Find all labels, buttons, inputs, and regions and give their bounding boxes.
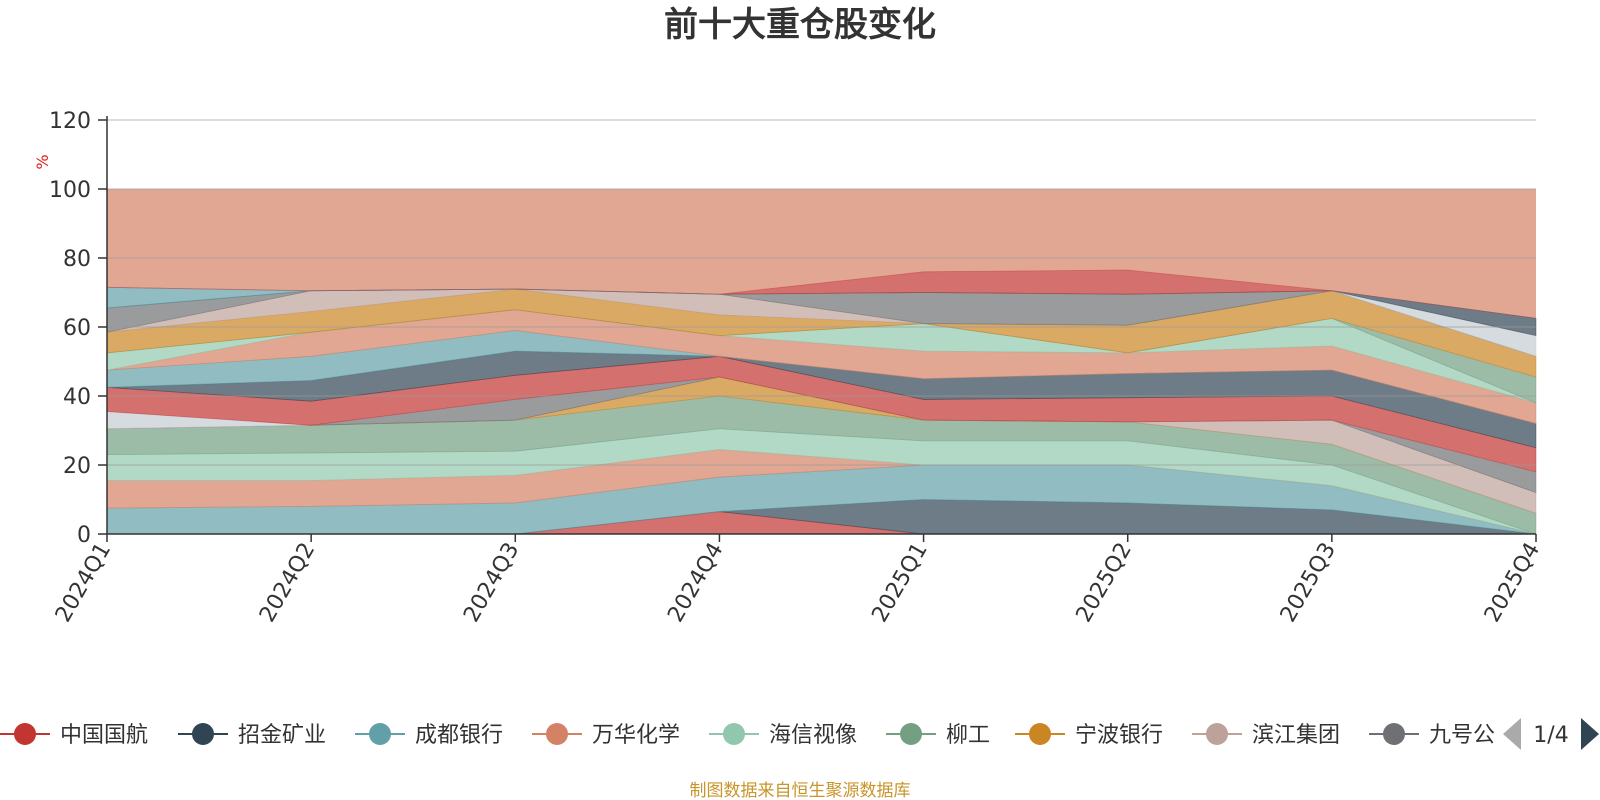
legend-next-icon[interactable] [1581, 718, 1599, 750]
x-tick-label: 2025Q2 [1072, 539, 1137, 627]
chart-title: 前十大重仓股变化 [664, 5, 936, 45]
legend-label: 成都银行 [415, 723, 503, 748]
area-series-22 [106, 269, 1537, 319]
area-remainder [107, 189, 1536, 319]
legend-item[interactable]: 万华化学 [532, 723, 680, 748]
legend-marker [1206, 723, 1228, 745]
legend-item[interactable]: 柳工 [886, 723, 990, 748]
legend-marker [546, 723, 568, 745]
x-tick-label: 2024Q3 [459, 539, 524, 627]
legend-prev-icon[interactable] [1503, 718, 1521, 750]
legend-marker [14, 723, 36, 745]
legend-marker [900, 723, 922, 745]
y-axis-unit: % [33, 154, 52, 169]
legend-marker [1383, 723, 1405, 745]
y-tick-label: 20 [63, 454, 91, 479]
x-tick-label: 2025Q3 [1276, 539, 1341, 627]
legend-item[interactable]: 宁波银行 [1015, 723, 1163, 748]
legend-label: 海信视像 [769, 723, 857, 748]
legend-item[interactable]: 海信视像 [709, 723, 857, 748]
legend-label: 招金矿业 [238, 723, 326, 748]
x-tick-label: 2024Q2 [255, 539, 320, 627]
legend-marker [1029, 723, 1051, 745]
y-tick-label: 0 [77, 523, 91, 548]
grid-lines [107, 119, 1536, 466]
y-tick-label: 40 [63, 385, 91, 410]
x-tick-label: 2024Q4 [663, 539, 728, 627]
x-tick-label: 2024Q1 [51, 539, 116, 627]
legend: 中国国航 招金矿业 成都银行 万华化学 海信视像 柳工 宁波银行 滨江集团 九号公 1/4 [0, 718, 1599, 750]
legend-item[interactable]: 招金矿业 [178, 723, 326, 748]
legend-label: 宁波银行 [1075, 723, 1163, 748]
legend-label: 万华化学 [592, 723, 680, 748]
legend-marker [723, 723, 745, 745]
x-tick-label: 2025Q1 [867, 539, 932, 627]
y-tick-label: 60 [63, 316, 91, 341]
source-note: 制图数据来自恒生聚源数据库 [690, 781, 911, 800]
legend-label: 柳工 [946, 723, 990, 748]
legend-label: 中国国航 [60, 723, 148, 748]
x-tick-label: 2025Q4 [1480, 539, 1545, 627]
legend-item[interactable]: 九号公 [1369, 723, 1495, 748]
legend-item[interactable]: 成都银行 [355, 723, 503, 748]
legend-page-indicator: 1/4 [1533, 723, 1568, 748]
legend-label: 滨江集团 [1252, 723, 1340, 748]
plot-area [106, 189, 1537, 535]
legend-label: 九号公 [1429, 723, 1495, 748]
legend-item[interactable]: 中国国航 [0, 723, 148, 748]
legend-marker [369, 723, 391, 745]
legend-marker [192, 723, 214, 745]
y-tick-label: 80 [63, 247, 91, 272]
legend-item[interactable]: 滨江集团 [1192, 723, 1340, 748]
y-tick-label: 120 [49, 109, 91, 134]
y-tick-label: 100 [49, 178, 91, 203]
